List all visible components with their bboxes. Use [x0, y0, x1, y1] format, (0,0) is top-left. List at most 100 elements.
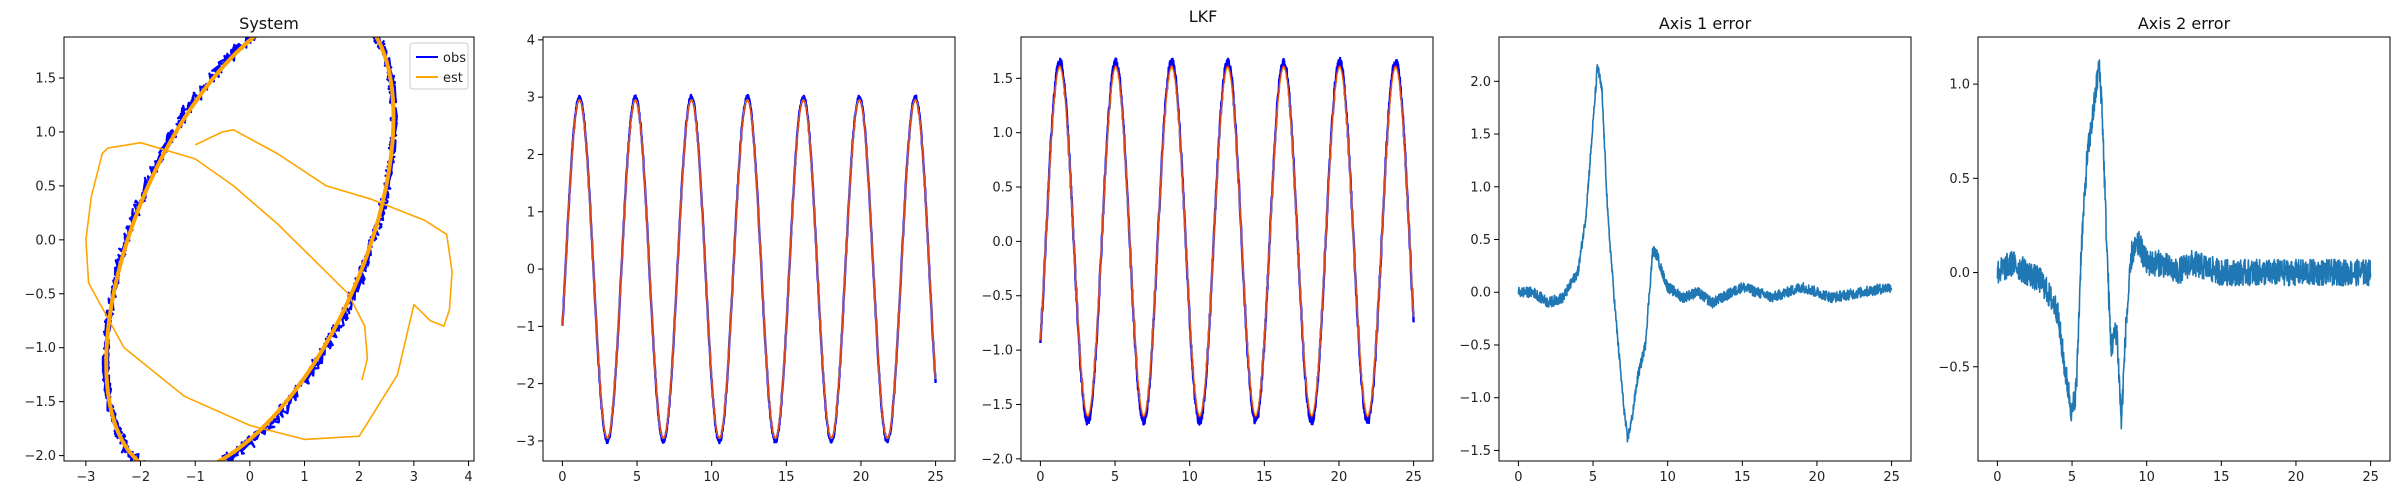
y-tick-label: 0.5 — [992, 181, 1013, 196]
plot-area — [561, 93, 937, 445]
x-tick-label: 10 — [703, 470, 720, 485]
x-tick-label: 25 — [2362, 470, 2379, 485]
y-tick-label: 1 — [527, 205, 535, 220]
axes-frame — [63, 36, 475, 462]
x-tick-label: 4 — [464, 470, 472, 485]
y-tick-label: −1.5 — [981, 398, 1013, 413]
y-tick-label: 3 — [527, 91, 535, 106]
y-tick-label: 0.0 — [35, 233, 56, 248]
subplot-title: Axis 1 error — [1659, 14, 1752, 33]
series-est-line — [561, 99, 937, 439]
series-obs-line — [1039, 56, 1415, 426]
y-tick-label: 0.0 — [1949, 266, 1970, 281]
y-tick-label: −1.0 — [981, 344, 1013, 359]
x-tick-label: 25 — [1883, 470, 1900, 485]
x-tick-label: 5 — [1111, 470, 1119, 485]
y-tick-label: 1.5 — [1470, 128, 1491, 143]
y-tick-label: −0.5 — [981, 289, 1013, 304]
x-tick-label: 15 — [1734, 470, 1751, 485]
y-tick-label: −2 — [516, 377, 535, 392]
subplot-panels: obs est −3 −2 −1 0 1 2 3 4 −2.0 −1.5 −1.0 −0.5 0.0 0.5 1… — [24, 14, 2391, 485]
axes-frame — [1498, 36, 1912, 462]
x-tick-label: 15 — [1256, 470, 1273, 485]
y-tick-label: 0 — [527, 263, 535, 278]
x-tick-label: 25 — [927, 470, 944, 485]
legend: obs est — [409, 42, 469, 90]
x-tick-label: 10 — [1659, 470, 1676, 485]
x-tick-label: 0 — [1993, 470, 2001, 485]
series-obs-line — [561, 93, 937, 445]
x-tick-label: 10 — [2138, 470, 2155, 485]
y-tick-label: 0.0 — [1470, 286, 1491, 301]
series-truth-line — [561, 100, 937, 438]
x-tick-label: 20 — [2288, 470, 2305, 485]
x-tick-label: 5 — [2068, 470, 2076, 485]
series-error-line — [1996, 59, 2372, 430]
plot-area — [1996, 59, 2372, 430]
y-tick-label: 1.0 — [992, 126, 1013, 141]
subplot-title: System — [239, 14, 299, 33]
series-truth-line — [1039, 65, 1415, 418]
subplot-1: obs est −3 −2 −1 0 1 2 3 4 −2.0 −1.5 −1.0 −0.5 0.0 0.5 1… — [24, 14, 475, 485]
x-tick-label: 2 — [355, 470, 363, 485]
x-tick-label: −1 — [186, 470, 205, 485]
x-tick-label: −2 — [131, 470, 150, 485]
y-tick-label: 0.5 — [1949, 172, 1970, 187]
y-tick-label: −1.5 — [1459, 444, 1491, 459]
axes-frame — [1977, 36, 2391, 462]
y-tick-label: 0.0 — [992, 235, 1013, 250]
x-tick-label: 3 — [410, 470, 418, 485]
axes-frame — [542, 36, 956, 462]
x-tick-label: 0 — [1514, 470, 1522, 485]
x-tick-label: 25 — [1405, 470, 1422, 485]
subplot-2: 0 5 10 15 20 25 −3 −2 −1 0 1 2 3 4 — [516, 33, 956, 485]
series-est-transient-line — [85, 129, 453, 441]
y-tick-label: 1.5 — [35, 71, 56, 86]
y-tick-label: 1.0 — [1470, 180, 1491, 195]
x-tick-label: 20 — [1809, 470, 1826, 485]
suptitle: LKF — [1189, 7, 1218, 26]
x-tick-label: 20 — [853, 470, 870, 485]
y-tick-label: 4 — [527, 33, 535, 48]
subplot-5: 0 5 10 15 20 25 −0.5 0.0 0.5 1.0 Axis 2 error — [1938, 14, 2391, 485]
subplot-3: 0 5 10 15 20 25 −2.0 −1.5 −1.0 −0.5 0.0 0.5 1.0 1.5 — [981, 36, 1434, 485]
y-tick-label: 1.5 — [992, 72, 1013, 87]
legend-label-est: est — [443, 71, 463, 86]
y-tick-label: −2.0 — [24, 449, 56, 464]
x-tick-label: 15 — [2213, 470, 2230, 485]
y-tick-label: −0.5 — [1938, 360, 1970, 375]
y-tick-label: −1.0 — [1459, 391, 1491, 406]
y-tick-label: −2.0 — [981, 452, 1013, 467]
series-est-line — [104, 37, 396, 461]
y-tick-label: −1 — [516, 320, 535, 335]
x-tick-label: 0 — [1036, 470, 1044, 485]
y-tick-label: −1.5 — [24, 395, 56, 410]
x-tick-label: 5 — [633, 470, 641, 485]
legend-label-obs: obs — [443, 51, 466, 66]
x-tick-label: 1 — [300, 470, 308, 485]
y-tick-label: −1.0 — [24, 341, 56, 356]
series-est-line — [1039, 66, 1415, 417]
y-tick-label: 1.0 — [1949, 78, 1970, 93]
y-tick-label: 0.5 — [35, 179, 56, 194]
x-tick-label: −3 — [76, 470, 95, 485]
y-tick-label: −3 — [516, 434, 535, 449]
subplot-title: Axis 2 error — [2138, 14, 2231, 33]
plot-area — [1517, 64, 1893, 443]
subplot-4: 0 5 10 15 20 25 −1.5 −1.0 −0.5 0.0 0.5 1.0 1.5 2.0 Axi… — [1459, 14, 1912, 485]
x-tick-label: 15 — [778, 470, 795, 485]
y-tick-label: 1.0 — [35, 125, 56, 140]
x-tick-label: 10 — [1181, 470, 1198, 485]
x-tick-label: 0 — [558, 470, 566, 485]
y-tick-label: −0.5 — [24, 287, 56, 302]
x-tick-label: 20 — [1331, 470, 1348, 485]
x-tick-label: 5 — [1589, 470, 1597, 485]
series-obs-line — [101, 37, 398, 461]
plot-area — [85, 37, 453, 461]
y-tick-label: 0.5 — [1470, 233, 1491, 248]
y-tick-label: 2 — [527, 148, 535, 163]
y-tick-label: −0.5 — [1459, 338, 1491, 353]
axes-frame — [1020, 36, 1434, 462]
y-tick-label: 2.0 — [1470, 75, 1491, 90]
